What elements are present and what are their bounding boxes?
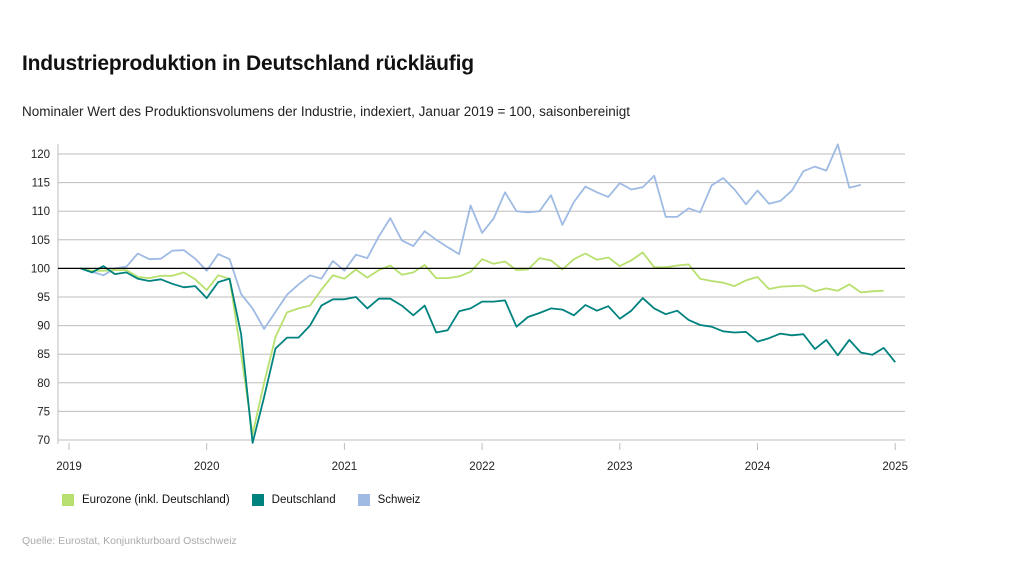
x-tick-label: 2019 [56,461,82,473]
series-line-eurozone [80,251,884,436]
legend-label: Schweiz [377,494,421,506]
x-tick-label: 2025 [882,461,908,473]
legend-swatch [62,494,74,506]
legend-item-deutschland: Deutschland [251,494,336,506]
source-note: Quelle: Eurostat, Konjunkturboard Ostsch… [22,535,237,547]
chart-title: Industrieproduktion in Deutschland rückl… [22,52,474,75]
x-tick-label: 2021 [332,461,358,473]
legend-swatch [357,494,370,506]
x-tick-label: 2022 [469,461,495,473]
x-tick-label: 2020 [194,461,220,473]
y-tick-label: 85 [37,349,50,361]
x-tick-label: 2024 [745,461,771,473]
y-tick-label: 105 [31,235,50,247]
y-tick-label: 90 [37,321,50,333]
legend-item-eurozone: Eurozone (inkl. Deutschland) [62,494,230,506]
legend-label: Eurozone (inkl. Deutschland) [82,494,230,506]
y-tick-label: 80 [37,378,50,390]
x-tick-label: 2023 [607,461,633,473]
legend-item-schweiz: Schweiz [357,494,421,506]
series-line-deutschland [80,265,896,444]
y-tick-label: 115 [32,178,50,190]
y-tick-label: 70 [37,435,50,447]
y-tick-label: 95 [37,292,50,304]
legend-label: Deutschland [271,494,336,506]
y-tick-label: 100 [31,263,50,275]
y-tick-label: 75 [37,406,50,418]
legend-swatch [251,494,264,506]
y-tick-label: 120 [31,149,50,161]
legend: Eurozone (inkl. Deutschland) Deutschland… [62,494,442,506]
chart-subtitle: Nominaler Wert des Produktionsvolumens d… [22,104,630,119]
series-line-schweiz [80,143,862,330]
y-tick-label: 110 [32,206,50,218]
